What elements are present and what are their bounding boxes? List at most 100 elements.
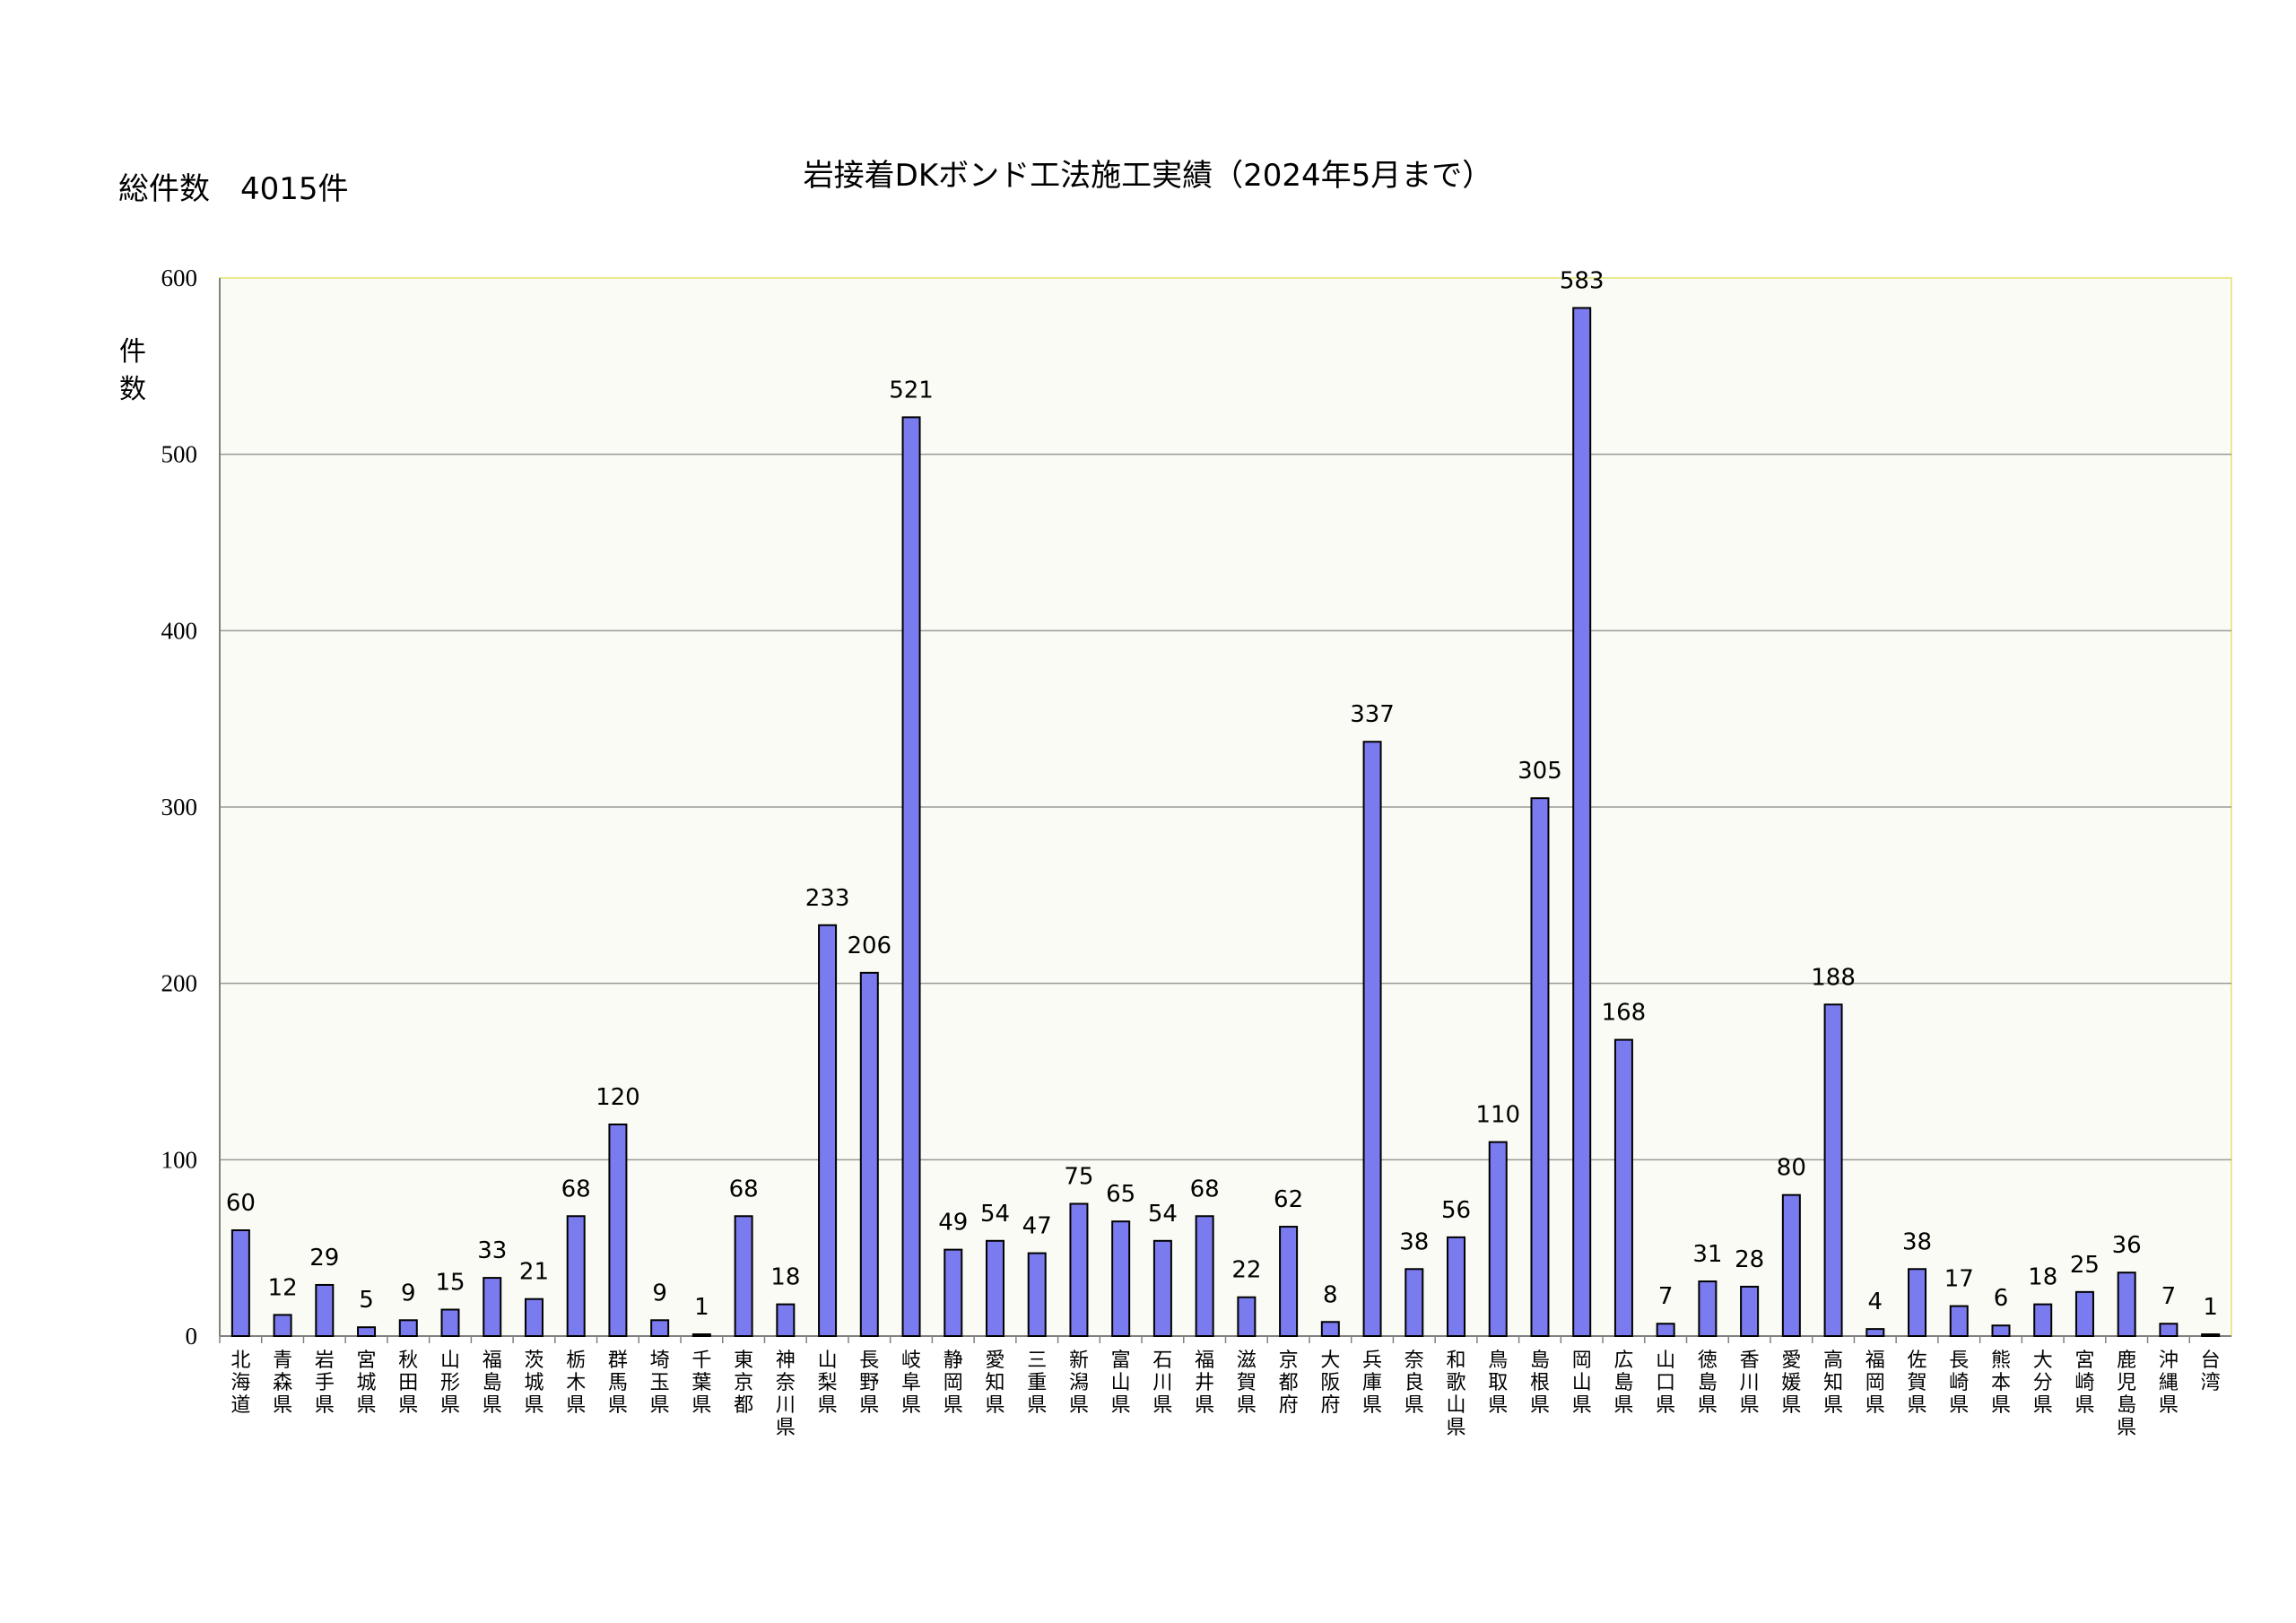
bar: [440, 1308, 460, 1337]
category-label: 香川県: [1740, 1350, 1760, 1417]
bar: [2201, 1333, 2221, 1337]
category-label: 高知県: [1823, 1350, 1843, 1417]
data-label: 28: [1735, 1246, 1764, 1273]
data-label: 54: [1148, 1201, 1178, 1228]
gridlines: [219, 278, 2231, 1343]
bar: [1823, 1003, 1843, 1338]
bar: [1152, 1239, 1172, 1338]
data-label: 54: [980, 1201, 1010, 1228]
category-label: 和歌山県: [1447, 1350, 1466, 1439]
bar: [691, 1333, 711, 1337]
category-label: 滋賀県: [1237, 1350, 1257, 1417]
data-label: 337: [1350, 701, 1395, 728]
data-label: 29: [309, 1245, 339, 1271]
y-tick-label: 600: [161, 265, 198, 291]
data-label: 33: [477, 1237, 507, 1264]
category-label: 新潟県: [1069, 1350, 1089, 1417]
y-tick-label: 500: [161, 441, 198, 468]
data-label: 1: [694, 1294, 709, 1321]
data-label: 120: [596, 1084, 640, 1111]
bar: [776, 1303, 796, 1337]
category-label: 鹿児島県: [2117, 1350, 2136, 1439]
bar: [734, 1215, 753, 1338]
bar: [1866, 1328, 1885, 1337]
data-label: 521: [889, 377, 934, 404]
data-label: 17: [1944, 1266, 1974, 1293]
bar: [1447, 1236, 1466, 1338]
category-label: 神奈川県: [776, 1350, 796, 1439]
category-label: 福岡県: [1866, 1350, 1885, 1417]
data-label: 21: [519, 1259, 549, 1286]
bar: [1572, 307, 1592, 1337]
category-label: 奈良県: [1405, 1350, 1424, 1417]
category-label: 島根県: [1530, 1350, 1550, 1417]
bar: [357, 1326, 377, 1337]
bar: [985, 1239, 1004, 1338]
category-label: 熊本県: [1991, 1350, 2011, 1417]
bar: [398, 1319, 418, 1338]
y-axis-ticks: 0 100 200 300 400 500 600: [161, 265, 198, 1350]
category-label: 青森県: [273, 1350, 292, 1417]
bar: [1698, 1280, 1718, 1337]
bar: [566, 1215, 586, 1338]
category-label: 佐賀県: [1908, 1350, 1927, 1417]
category-label: 岡山県: [1572, 1350, 1592, 1417]
category-label: 山梨県: [818, 1350, 838, 1417]
y-tick-label: 0: [186, 1323, 198, 1350]
category-label: 台湾: [2201, 1350, 2221, 1394]
data-label: 60: [226, 1190, 256, 1217]
bar: [1111, 1220, 1131, 1337]
category-label: 大分県: [2033, 1350, 2053, 1417]
data-label: 12: [268, 1274, 298, 1301]
category-label: 徳島県: [1698, 1350, 1718, 1417]
bar: [1656, 1323, 1675, 1337]
data-label: 36: [2112, 1232, 2142, 1259]
data-label: 7: [2161, 1283, 2177, 1310]
category-label: 山形県: [440, 1350, 460, 1417]
category-label: 栃木県: [566, 1350, 586, 1417]
data-label: 75: [1064, 1164, 1093, 1191]
data-label: 9: [401, 1280, 416, 1306]
data-label: 4: [1868, 1289, 1883, 1315]
bar: [944, 1248, 963, 1337]
data-label: 18: [770, 1264, 800, 1291]
bar: [901, 416, 921, 1337]
bar: [1362, 741, 1382, 1337]
bar: [2033, 1303, 2053, 1337]
bar: [608, 1124, 628, 1337]
data-label: 206: [847, 933, 891, 959]
data-label: 305: [1518, 758, 1562, 785]
category-label: 千葉県: [691, 1350, 711, 1417]
bar: [1069, 1202, 1089, 1337]
category-label: 大阪府: [1320, 1350, 1340, 1417]
bar: [818, 924, 838, 1338]
bar: [1613, 1038, 1633, 1337]
data-label: 233: [805, 885, 850, 912]
data-label: 6: [1994, 1285, 2009, 1312]
bar: [1405, 1268, 1424, 1338]
category-label: 鳥取県: [1488, 1350, 1508, 1417]
data-label: 583: [1560, 267, 1605, 294]
bar: [483, 1277, 502, 1337]
category-label: 茨城県: [524, 1350, 544, 1417]
bar: [273, 1314, 292, 1338]
data-label: 22: [1231, 1257, 1261, 1284]
bar: [859, 971, 879, 1338]
data-label: 38: [1399, 1228, 1429, 1255]
bar: [1320, 1321, 1340, 1338]
y-axis-label: 件数: [119, 336, 146, 405]
category-label: 岐阜県: [901, 1350, 921, 1417]
category-label: 宮崎県: [2074, 1350, 2094, 1417]
bar: [1781, 1193, 1801, 1337]
bar: [1279, 1226, 1299, 1337]
bar: [1530, 797, 1550, 1337]
data-label: 49: [938, 1210, 968, 1237]
data-label: 62: [1274, 1186, 1303, 1213]
data-label: 15: [435, 1270, 465, 1297]
bar: [1237, 1296, 1257, 1337]
category-label: 広島県: [1613, 1350, 1633, 1417]
bar: [1195, 1215, 1214, 1338]
category-label: 静岡県: [944, 1350, 963, 1417]
bar: [2117, 1271, 2136, 1337]
category-label: 長野県: [859, 1350, 879, 1417]
